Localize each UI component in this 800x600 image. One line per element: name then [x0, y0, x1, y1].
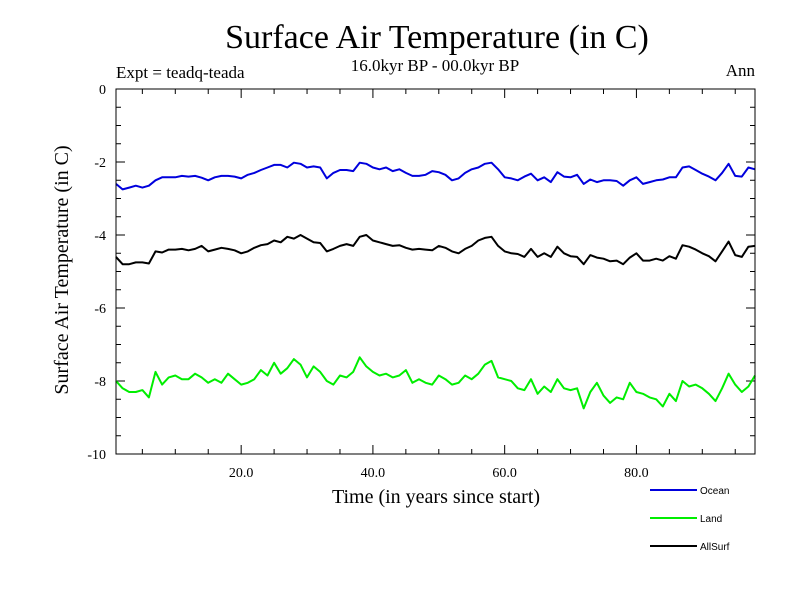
- y-tick-label: -8: [94, 375, 106, 390]
- y-axis-label: Surface Air Temperature (in C): [51, 145, 73, 394]
- x-axis-label: Time (in years since start): [332, 486, 540, 508]
- y-tick-label: -10: [87, 448, 106, 463]
- plot-frame: [115, 88, 756, 455]
- x-tick-label: 40.0: [361, 466, 386, 481]
- experiment-label: Expt = teadq-teada: [116, 63, 245, 82]
- legend-label-allsurf: AllSurf: [700, 542, 730, 553]
- y-tick-label: -2: [94, 156, 106, 171]
- legend: Ocean Land AllSurf: [650, 486, 730, 553]
- axis-ticks: 0 -2 -4 -6 -8 -10 20.0 40.0 60.0 80.0: [87, 83, 755, 481]
- series-line-allsurf: [115, 234, 756, 266]
- x-tick-label: 20.0: [229, 466, 254, 481]
- x-tick-label: 60.0: [492, 466, 517, 481]
- series-lines: [115, 161, 756, 410]
- series-line-land: [115, 356, 756, 410]
- season-label: Ann: [726, 61, 756, 80]
- legend-label-ocean: Ocean: [700, 486, 729, 497]
- chart-subtitle: 16.0kyr BP - 00.0kyr BP: [351, 56, 519, 75]
- chart-title: Surface Air Temperature (in C): [225, 19, 649, 56]
- y-tick-label: 0: [99, 83, 106, 98]
- x-tick-label: 80.0: [624, 466, 649, 481]
- y-tick-label: -4: [94, 229, 106, 244]
- series-line-ocean: [115, 161, 756, 191]
- y-tick-label: -6: [94, 302, 106, 317]
- legend-label-land: Land: [700, 514, 722, 525]
